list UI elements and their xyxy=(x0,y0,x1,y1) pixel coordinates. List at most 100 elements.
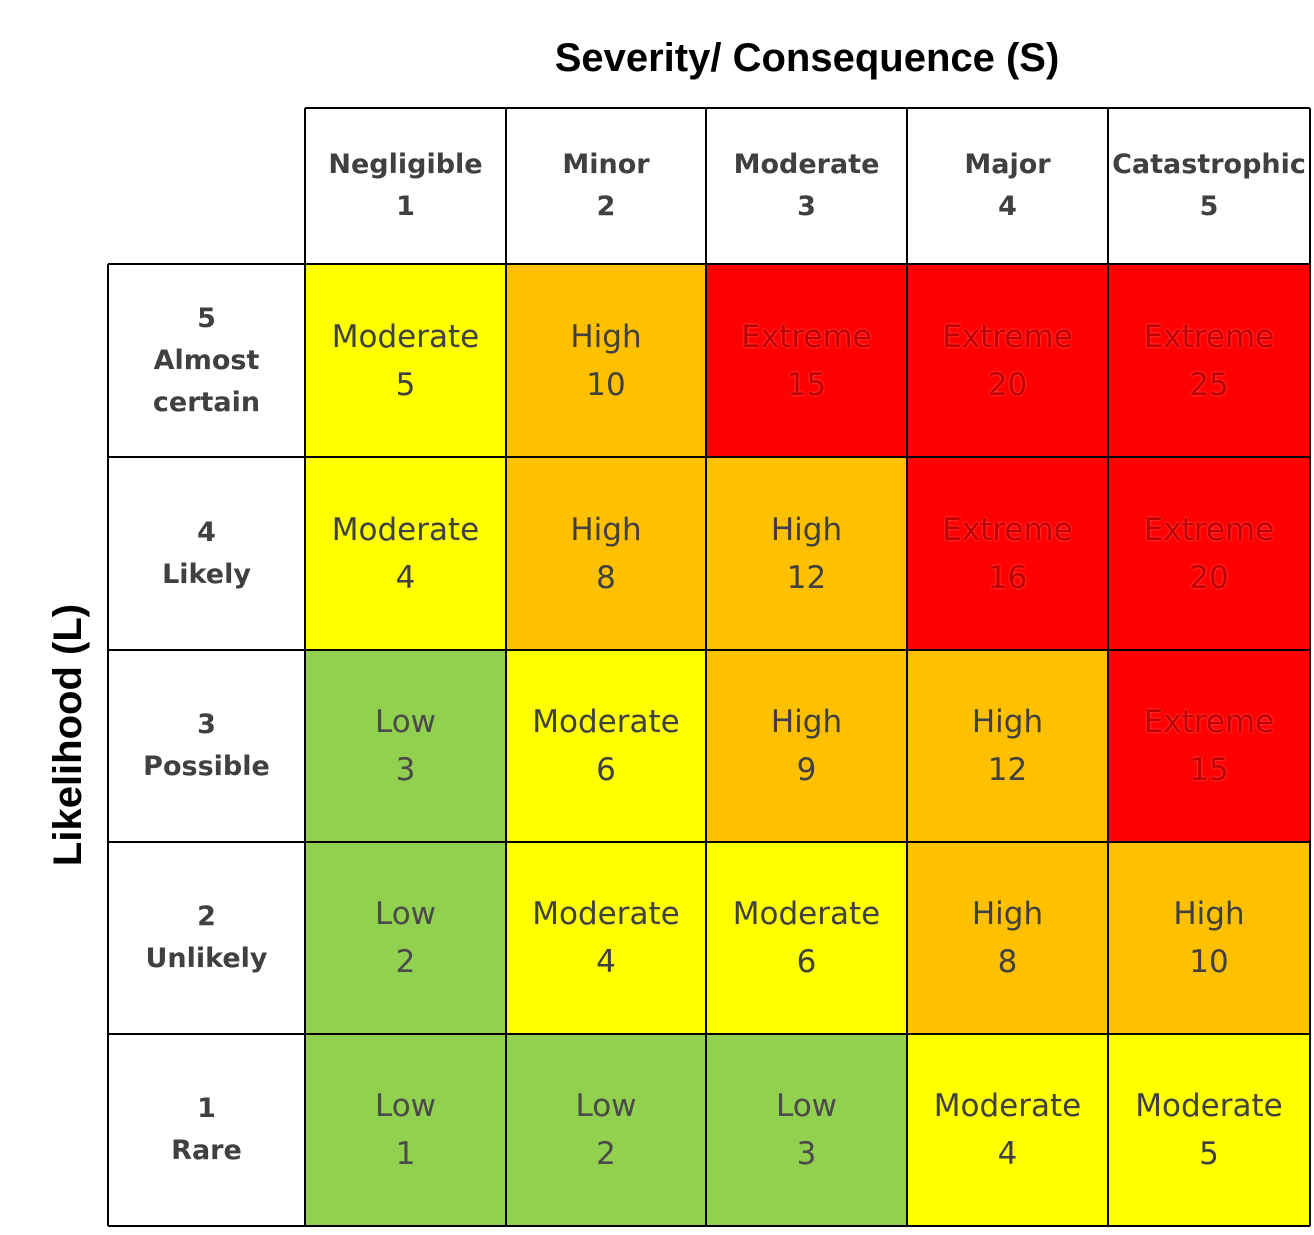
risk-level: Extreme xyxy=(1143,318,1275,355)
grid-line-h xyxy=(108,1225,1310,1227)
risk-cell-l1-s3: Low 3 xyxy=(706,1034,907,1226)
risk-score: 5 xyxy=(1199,1136,1219,1172)
likelihood-value: 4 xyxy=(197,516,216,548)
risk-level: Moderate xyxy=(532,704,680,740)
risk-score: 12 xyxy=(786,559,827,596)
risk-level: Extreme xyxy=(942,318,1073,355)
risk-level: Extreme xyxy=(1143,511,1275,548)
severity-header-moderate: Moderate 3 xyxy=(706,108,907,264)
risk-level: Extreme xyxy=(741,318,872,355)
risk-level: Moderate xyxy=(331,318,480,355)
risk-score: 6 xyxy=(796,944,817,980)
risk-level: High xyxy=(570,511,642,548)
risk-cell-l4-s2: High 8 xyxy=(506,457,706,650)
severity-name: Moderate xyxy=(733,149,880,180)
likelihood-name: Possible xyxy=(143,751,270,782)
risk-cell-l3-s1: Low 3 xyxy=(305,650,506,842)
risk-level: Low xyxy=(575,1088,637,1124)
likelihood-header-3: 3 Possible xyxy=(108,650,305,842)
risk-cell-l4-s1: Moderate 4 xyxy=(305,457,506,650)
risk-score: 8 xyxy=(596,559,616,596)
grid-line-h xyxy=(108,1033,1310,1035)
risk-level: Extreme xyxy=(942,511,1073,548)
risk-cell-l2-s1: Low 2 xyxy=(305,842,506,1034)
risk-cell-l2-s4: High 8 xyxy=(907,842,1108,1034)
likelihood-header-5: 5 Almost certain xyxy=(108,264,305,457)
grid-line-h xyxy=(108,263,1310,265)
severity-name: Minor xyxy=(562,149,650,180)
severity-axis-title: Severity/ Consequence (S) xyxy=(554,36,1060,80)
risk-level: High xyxy=(971,704,1044,740)
risk-cell-l2-s3: Moderate 6 xyxy=(706,842,907,1034)
risk-cell-l3-s3: High 9 xyxy=(706,650,907,842)
severity-value: 4 xyxy=(998,191,1017,222)
risk-level: High xyxy=(770,704,843,740)
severity-header-major: Major 4 xyxy=(907,108,1108,264)
risk-score: 4 xyxy=(997,1136,1018,1172)
severity-header-negligible: Negligible 1 xyxy=(305,108,506,264)
risk-cell-l2-s2: Moderate 4 xyxy=(506,842,706,1034)
severity-value: 2 xyxy=(596,191,616,222)
likelihood-name: Almost xyxy=(153,344,260,376)
risk-score: 25 xyxy=(1189,366,1229,403)
risk-level: Moderate xyxy=(532,896,680,932)
grid-line-v xyxy=(107,264,109,1226)
grid-line-v xyxy=(705,108,707,1226)
likelihood-header-1: 1 Rare xyxy=(108,1034,305,1226)
risk-cell-l1-s1: Low 1 xyxy=(305,1034,506,1226)
risk-score: 15 xyxy=(1189,752,1229,788)
risk-score: 20 xyxy=(987,366,1028,403)
grid-line-h xyxy=(108,649,1310,651)
risk-level: Moderate xyxy=(1135,1088,1283,1124)
risk-cell-l3-s4: High 12 xyxy=(907,650,1108,842)
risk-cell-l5-s5: Extreme 25 xyxy=(1108,264,1310,457)
risk-score: 1 xyxy=(395,1136,416,1172)
severity-name: Catastrophic xyxy=(1112,149,1306,180)
risk-score: 3 xyxy=(395,752,416,788)
risk-score: 8 xyxy=(997,944,1018,980)
risk-level: High xyxy=(971,896,1044,932)
risk-cell-l3-s2: Moderate 6 xyxy=(506,650,706,842)
severity-value: 1 xyxy=(396,191,415,222)
grid-line-v xyxy=(304,108,306,1226)
risk-level: High xyxy=(1173,896,1245,932)
risk-score: 10 xyxy=(586,366,626,403)
severity-name: Negligible xyxy=(328,149,483,180)
risk-level: High xyxy=(570,318,642,355)
likelihood-value: 3 xyxy=(197,709,216,740)
risk-cell-l4-s5: Extreme 20 xyxy=(1108,457,1310,650)
grid-line-v xyxy=(906,108,908,1226)
risk-score: 12 xyxy=(987,752,1028,788)
risk-score: 15 xyxy=(786,366,827,403)
grid-line-v xyxy=(1107,108,1109,1226)
risk-level: Moderate xyxy=(331,511,480,548)
risk-level: Low xyxy=(374,704,437,740)
risk-level: High xyxy=(770,511,843,548)
risk-cell-l1-s2: Low 2 xyxy=(506,1034,706,1226)
risk-score: 5 xyxy=(395,366,416,403)
risk-score: 10 xyxy=(1189,944,1229,980)
risk-score: 9 xyxy=(796,752,817,788)
risk-level: Low xyxy=(374,1088,437,1124)
risk-score: 16 xyxy=(987,559,1028,596)
risk-cell-l5-s3: Extreme 15 xyxy=(706,264,907,457)
likelihood-value: 1 xyxy=(197,1093,216,1124)
risk-level: Low xyxy=(374,896,437,932)
risk-cell-l1-s5: Moderate 5 xyxy=(1108,1034,1310,1226)
severity-header-minor: Minor 2 xyxy=(506,108,706,264)
risk-cell-l5-s2: High 10 xyxy=(506,264,706,457)
risk-level: Moderate xyxy=(933,1088,1082,1124)
grid-line-h xyxy=(108,841,1310,843)
grid-line-v xyxy=(505,108,507,1226)
likelihood-value: 5 xyxy=(197,302,216,334)
risk-cell-l2-s5: High 10 xyxy=(1108,842,1310,1034)
risk-score: 4 xyxy=(395,559,416,596)
risk-score: 6 xyxy=(596,752,616,788)
risk-level: Extreme xyxy=(1143,704,1275,740)
likelihood-name: Unlikely xyxy=(145,943,268,974)
risk-cell-l5-s1: Moderate 5 xyxy=(305,264,506,457)
risk-score: 2 xyxy=(596,1136,616,1172)
grid-line-h xyxy=(108,456,1310,458)
likelihood-name: certain xyxy=(152,386,261,418)
